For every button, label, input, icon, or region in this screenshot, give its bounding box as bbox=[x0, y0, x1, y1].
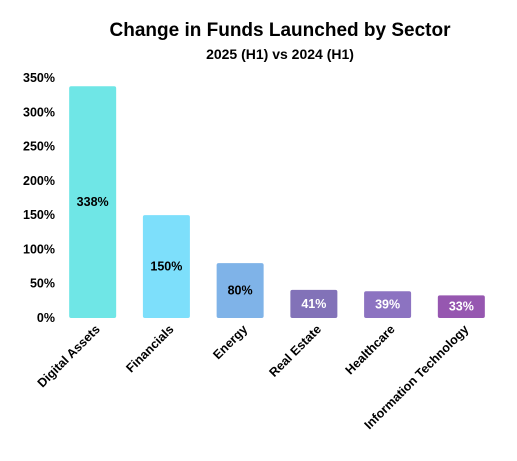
bar-healthcare bbox=[364, 291, 412, 318]
data-labels: 338% 150% 80% 41% 39% 33% bbox=[77, 195, 474, 314]
x-axis: Digital Assets Financials Energy Real Estat… bbox=[35, 322, 472, 432]
data-label: 80% bbox=[228, 284, 253, 298]
y-tick-label: 300% bbox=[23, 105, 55, 119]
x-tick-label: Energy bbox=[210, 322, 250, 362]
chart-subtitle: 2025 (H1) vs 2024 (H1) bbox=[206, 46, 354, 62]
data-label: 33% bbox=[449, 300, 474, 314]
y-tick-label: 200% bbox=[23, 174, 55, 188]
y-tick-label: 50% bbox=[30, 277, 55, 291]
y-tick-label: 250% bbox=[23, 140, 55, 154]
bar-digital-assets bbox=[69, 86, 117, 318]
data-label: 39% bbox=[375, 298, 400, 312]
bar-real-estate bbox=[290, 289, 338, 318]
y-tick-label: 350% bbox=[23, 71, 55, 85]
x-tick-label: Real Estate bbox=[266, 322, 324, 380]
y-tick-label: 100% bbox=[23, 242, 55, 256]
data-label: 41% bbox=[301, 297, 326, 311]
chart-title: Change in Funds Launched by Sector bbox=[110, 20, 452, 41]
data-label: 150% bbox=[150, 260, 182, 274]
bars bbox=[69, 86, 485, 318]
y-axis: 0% 50% 100% 150% 200% 250% 300% 350% bbox=[23, 71, 55, 325]
bar-information-technology bbox=[437, 295, 485, 318]
bar-financials bbox=[142, 215, 190, 318]
x-tick-label: Financials bbox=[123, 322, 176, 375]
x-tick-label: Digital Assets bbox=[35, 322, 103, 390]
y-tick-label: 150% bbox=[23, 208, 55, 222]
bar-energy bbox=[216, 263, 264, 318]
data-label: 338% bbox=[77, 195, 109, 209]
x-tick-label: Healthcare bbox=[343, 322, 398, 377]
y-tick-label: 0% bbox=[37, 311, 55, 325]
